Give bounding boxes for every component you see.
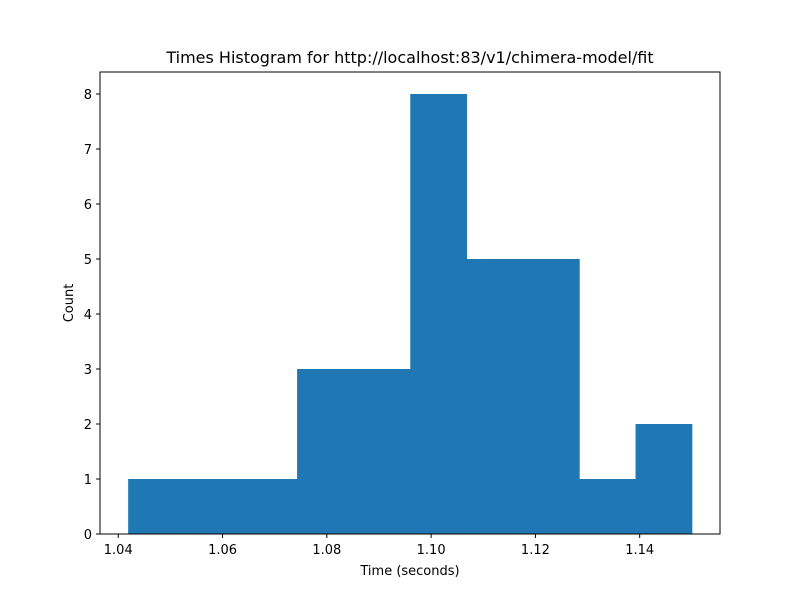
histogram-bar-1 bbox=[184, 479, 242, 534]
bars-group bbox=[128, 94, 693, 534]
y-axis-ticks: 0 1 2 3 4 5 6 7 8 bbox=[84, 88, 100, 543]
histogram-bar-2 bbox=[240, 479, 298, 534]
x-tick-label-0: 1.04 bbox=[104, 543, 133, 558]
y-tick-label-1: 1 bbox=[84, 473, 92, 488]
y-tick-label-5: 5 bbox=[84, 253, 92, 268]
histogram-bar-3 bbox=[297, 369, 354, 534]
y-axis-label: Count bbox=[62, 284, 77, 323]
y-tick-label-0: 0 bbox=[84, 528, 92, 543]
y-tick-label-8: 8 bbox=[84, 88, 92, 103]
y-tick-label-2: 2 bbox=[84, 418, 92, 433]
histogram-bar-8 bbox=[579, 479, 637, 534]
histogram-bar-5 bbox=[410, 94, 468, 534]
chart-title: Times Histogram for http://localhost:83/… bbox=[165, 48, 653, 67]
y-tick-label-6: 6 bbox=[84, 198, 92, 213]
histogram-bar-7 bbox=[522, 259, 580, 534]
x-tick-label-3: 1.10 bbox=[417, 543, 446, 558]
y-tick-label-4: 4 bbox=[84, 308, 92, 323]
x-axis-ticks: 1.04 1.06 1.08 1.10 1.12 1.14 bbox=[104, 534, 654, 558]
histogram-bar-9 bbox=[635, 424, 693, 534]
histogram-bar-0 bbox=[128, 479, 185, 534]
plot-frame bbox=[99, 71, 721, 535]
y-tick-label-3: 3 bbox=[84, 363, 92, 378]
x-tick-label-1: 1.06 bbox=[208, 543, 237, 558]
histogram-bar-6 bbox=[466, 259, 524, 534]
x-tick-label-2: 1.08 bbox=[312, 543, 341, 558]
histogram-bar-4 bbox=[353, 369, 411, 534]
x-tick-label-5: 1.14 bbox=[625, 543, 654, 558]
y-tick-label-7: 7 bbox=[84, 143, 92, 158]
x-axis-label: Time (seconds) bbox=[359, 564, 459, 579]
x-tick-label-4: 1.12 bbox=[521, 543, 550, 558]
